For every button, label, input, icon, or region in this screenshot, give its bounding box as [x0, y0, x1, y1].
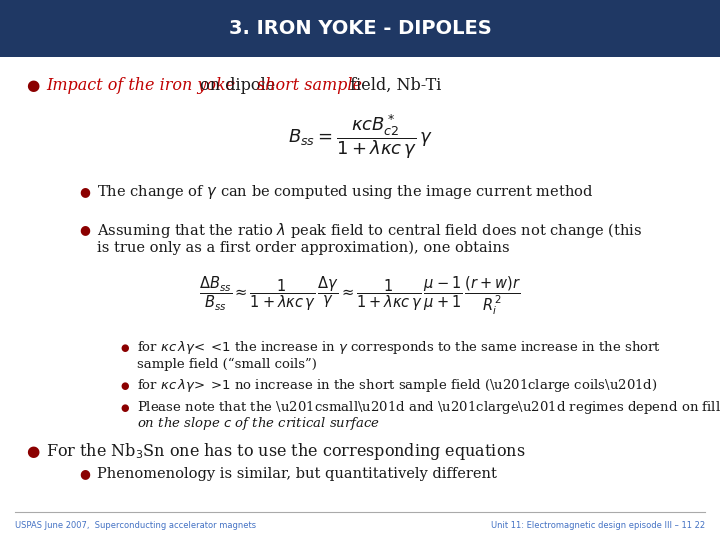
Text: The change of $\gamma$ can be computed using the image current method: The change of $\gamma$ can be computed u… [97, 183, 593, 201]
Text: for $\kappa c\,\lambda\gamma\!<<\!1$ the increase in $\gamma$ corresponds to the: for $\kappa c\,\lambda\gamma\!<<\!1$ the… [137, 340, 661, 356]
Text: on the slope $c$ of the critical surface: on the slope $c$ of the critical surface [137, 415, 380, 433]
Text: Impact of the iron yoke: Impact of the iron yoke [46, 77, 235, 93]
Text: ●: ● [27, 444, 40, 460]
Text: is true only as a first order approximation), one obtains: is true only as a first order approximat… [97, 241, 510, 255]
Text: for $\kappa c\,\lambda\gamma\!>>\!1$ no increase in the short sample field (\u20: for $\kappa c\,\lambda\gamma\!>>\!1$ no … [137, 377, 657, 395]
Text: Phenomenology is similar, but quantitatively different: Phenomenology is similar, but quantitati… [97, 467, 497, 481]
Text: ●: ● [121, 403, 130, 413]
Text: USPAS June 2007,  Superconducting accelerator magnets: USPAS June 2007, Superconducting acceler… [15, 522, 256, 530]
Text: Assuming that the ratio $\lambda$ peak field to central field does not change (t: Assuming that the ratio $\lambda$ peak f… [97, 220, 642, 240]
Text: ●: ● [80, 468, 91, 481]
Text: 3. IRON YOKE - DIPOLES: 3. IRON YOKE - DIPOLES [229, 19, 491, 38]
Text: Please note that the \u201csmall\u201d and \u201clarge\u201d regimes depend on f: Please note that the \u201csmall\u201d a… [137, 400, 720, 416]
Text: ●: ● [80, 224, 91, 237]
Text: field, Nb-Ti: field, Nb-Ti [345, 77, 441, 93]
Text: ●: ● [121, 343, 130, 353]
Text: Unit 11: Electromagnetic design episode III – 11 22: Unit 11: Electromagnetic design episode … [491, 522, 705, 530]
Text: $B_{ss} = \dfrac{\kappa c B^*_{c2}}{1 + \lambda\kappa c\,\gamma}\,\gamma$: $B_{ss} = \dfrac{\kappa c B^*_{c2}}{1 + … [287, 113, 433, 161]
Text: ●: ● [121, 381, 130, 391]
Text: sample field (“small coils”): sample field (“small coils”) [137, 357, 317, 370]
Text: $\dfrac{\Delta B_{ss}}{B_{ss}} \approx \dfrac{1}{1+\lambda\kappa c\,\gamma}\,\df: $\dfrac{\Delta B_{ss}}{B_{ss}} \approx \… [199, 275, 521, 318]
Text: ●: ● [80, 186, 91, 199]
Text: on dipole: on dipole [195, 77, 280, 93]
Text: For the Nb$_3$Sn one has to use the corresponding equations: For the Nb$_3$Sn one has to use the corr… [46, 442, 526, 462]
Text: ●: ● [27, 78, 40, 92]
Text: short sample: short sample [257, 77, 362, 93]
